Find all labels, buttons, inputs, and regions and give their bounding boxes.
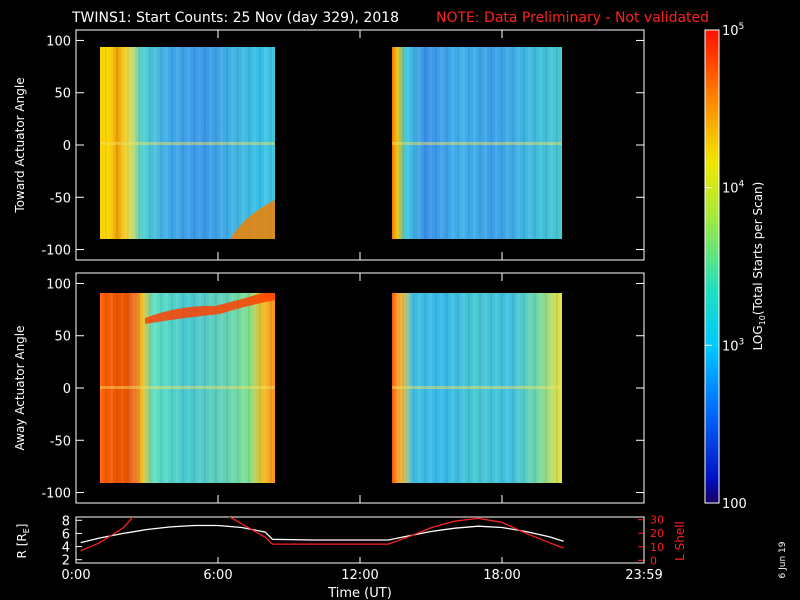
away-ylabel: Away Actuator Angle <box>13 325 27 450</box>
orbit-left-tick-label: 2 <box>62 554 70 569</box>
orbit-right-tick-label: 20 <box>650 527 664 540</box>
away-y-axis: 100 50 0 -50 -100 <box>41 277 644 502</box>
away-ytick-label: 100 <box>46 277 71 292</box>
orbit-xtick-label: 12:00 <box>341 568 378 583</box>
orbit-lshell-line <box>80 517 564 552</box>
colorbar-tick-exponent: 3 <box>739 337 745 347</box>
orbit-left-tick-label: 4 <box>62 541 70 556</box>
orbit-left-tick-label: 8 <box>62 514 70 529</box>
away-ytick-label: 0 <box>63 382 71 397</box>
orbit-left-label-sub: E <box>22 528 31 533</box>
colorbar-label: LOG10(Total Starts per Scan) <box>751 182 767 351</box>
colorbar-tick-label: 104 <box>722 180 745 197</box>
colorbar-tick-label: 103 <box>722 337 744 354</box>
colorbar-tick-exponent: 4 <box>739 180 745 190</box>
orbit-x-axis: 0:00 6:00 12:00 18:00 23:59 <box>61 557 663 583</box>
away-zero-band-1 <box>100 386 275 389</box>
toward-zero-band-1 <box>100 142 275 145</box>
orbit-left-label-main: R [R <box>15 533 29 558</box>
toward-panel: Toward Actuator Angle 100 50 0 -50 -100 <box>13 29 645 261</box>
colorbar-tick-base: 10 <box>722 24 739 39</box>
toward-ytick-label: 50 <box>54 87 71 102</box>
toward-ytick-label: 100 <box>46 34 71 49</box>
colorbar-label-sub: 10 <box>758 315 767 325</box>
colorbar-gradient <box>704 29 720 504</box>
colorbar-tick-exponent: 5 <box>739 22 745 32</box>
colorbar-tick-base: 10 <box>722 339 739 354</box>
orbit-lines <box>80 517 564 552</box>
away-x-ticks <box>75 273 645 503</box>
orbit-xtick-label: 23:59 <box>625 568 662 583</box>
date-stamp: 6 Jun 19 <box>778 541 788 578</box>
away-zero-band-2 <box>392 386 562 389</box>
toward-ytick-label: -50 <box>50 191 71 206</box>
colorbar-tick-base: 100 <box>722 497 747 512</box>
colorbar-label-rest: (Total Starts per Scan) <box>751 182 765 316</box>
away-ytick-label: -50 <box>50 434 71 449</box>
orbit-left-label: R [RE] <box>15 524 31 559</box>
orbit-right-tick-label: 10 <box>650 541 664 554</box>
toward-low-angle-feature <box>200 200 275 239</box>
toward-ylabel: Toward Actuator Angle <box>13 77 27 213</box>
away-ytick-label: 50 <box>54 330 71 345</box>
orbit-right-tick-label: 0 <box>650 554 657 567</box>
away-ytick-label: -100 <box>41 487 71 502</box>
toward-ytick-label: -100 <box>41 244 71 259</box>
orbit-r-line <box>80 524 564 544</box>
orbit-xlabel: Time (UT) <box>327 586 392 600</box>
colorbar-tick-base: 10 <box>722 182 739 197</box>
orbit-left-label-end: ] <box>15 524 29 529</box>
orbit-xtick-label: 6:00 <box>203 568 232 583</box>
chart-title: TWINS1: Start Counts: 25 Nov (day 329), … <box>71 10 399 26</box>
colorbar-label-main: LOG <box>751 325 765 350</box>
colorbar-tick-label: 100 <box>722 497 747 512</box>
toward-zero-band-2 <box>392 142 562 145</box>
orbit-right-label: L Shell <box>673 521 687 561</box>
away-high-angle-band <box>145 293 275 324</box>
orbit-right-tick-label: 30 <box>650 514 664 527</box>
orbit-xtick-label: 18:00 <box>483 568 520 583</box>
preliminary-note: NOTE: Data Preliminary - Not validated <box>436 10 709 26</box>
toward-x-ticks <box>75 30 645 260</box>
toward-y-axis: 100 50 0 -50 -100 <box>41 34 644 259</box>
away-panel: Away Actuator Angle 100 50 0 -50 -100 <box>13 272 645 504</box>
orbit-xtick-label: 0:00 <box>61 568 90 583</box>
orbit-left-tick-label: 6 <box>62 527 70 542</box>
toward-ytick-label: 0 <box>63 139 71 154</box>
colorbar-tick-label: 105 <box>722 22 744 39</box>
